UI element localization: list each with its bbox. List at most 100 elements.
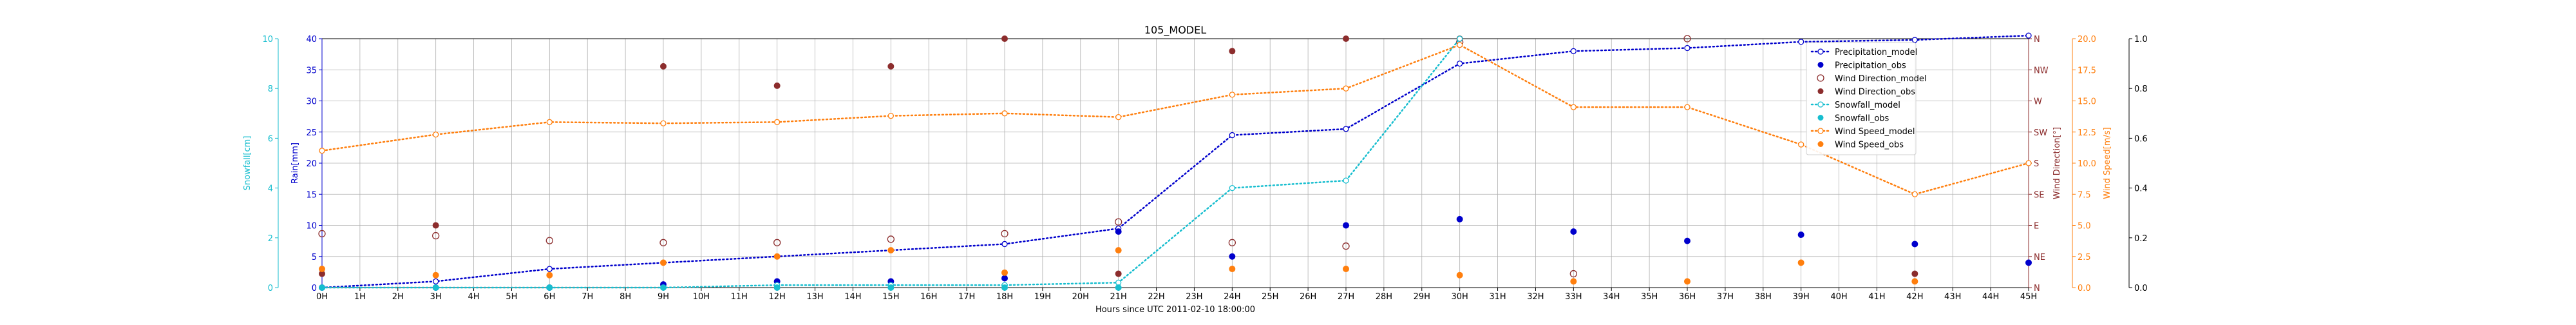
precipitation-model-point <box>433 278 439 285</box>
x-tick-label: 11H <box>731 292 748 302</box>
legend-marker-precipitation-model <box>1817 48 1824 55</box>
wind-speed-model-point <box>1343 85 1349 92</box>
wind-direction-model-point <box>659 239 667 246</box>
wind-direction-model-point <box>545 237 553 244</box>
chart-title: 105_MODEL <box>1144 24 1206 37</box>
x-tick-label: 13H <box>806 292 823 302</box>
secondary-axis-tick-label: 0.4 <box>2134 184 2148 194</box>
wind-speed-tick-label: 0.0 <box>2078 284 2091 293</box>
wind-speed-obs-point <box>887 247 895 254</box>
x-tick-label: 35H <box>1641 292 1658 302</box>
x-tick-label: 22H <box>1148 292 1164 302</box>
legend-marker-snowfall-model <box>1817 101 1824 108</box>
x-tick-label: 41H <box>1868 292 1885 302</box>
precipitation-model-line <box>321 34 2030 289</box>
x-tick-label: 12H <box>769 292 786 302</box>
wind-speed-obs-point <box>1001 269 1008 276</box>
snowfall-axis-tick-label: 0 <box>268 284 273 293</box>
x-tick-label: 36H <box>1679 292 1696 302</box>
x-tick-label: 32H <box>1527 292 1544 302</box>
wind-direction-obs-point <box>887 63 895 70</box>
wind-direction-obs-point <box>1229 48 1236 55</box>
snowfall-axis-tick-label: 4 <box>268 184 273 194</box>
wind-direction-tick-label: SE <box>2034 190 2044 200</box>
precipitation-obs-point <box>1001 275 1008 282</box>
wind-speed-model-point <box>1115 113 1122 121</box>
precipitation-obs-point <box>1684 237 1690 244</box>
wind-speed-obs-point <box>1797 259 1804 266</box>
precipitation-model-point <box>1570 48 1577 54</box>
snowfall-obs-point <box>773 284 781 291</box>
x-tick-label: 45H <box>2020 292 2037 302</box>
wind-speed-tick-label: 12.5 <box>2078 128 2096 138</box>
wind-speed-obs-point <box>1456 271 1463 279</box>
wind-speed-model-point <box>660 120 667 126</box>
snowfall-axis-tick-label: 10 <box>262 35 273 44</box>
wind-direction-tick-label: NW <box>2034 66 2049 75</box>
x-tick-label: 26H <box>1300 292 1316 302</box>
wind-speed-obs-point <box>1684 278 1690 285</box>
wind-speed-model-point <box>1570 104 1577 110</box>
precipitation-model-point <box>1911 37 1918 43</box>
wind-speed-model-point <box>1001 110 1008 117</box>
x-tick-label: 0H <box>316 292 328 302</box>
x-tick-label: 19H <box>1034 292 1051 302</box>
wind-speed-obs-point <box>319 266 325 273</box>
precipitation-obs-point <box>1570 228 1577 235</box>
wind-direction-obs-point <box>432 222 439 229</box>
wind-speed-model-point <box>1457 42 1463 48</box>
precipitation-obs-point <box>1115 228 1122 235</box>
x-tick-label: 15H <box>882 292 899 302</box>
wind-speed-model-point <box>1684 104 1690 110</box>
x-tick-label: 37H <box>1717 292 1734 302</box>
secondary-axis-tick-label: 0.2 <box>2134 234 2148 244</box>
precipitation-obs-point <box>1797 231 1804 238</box>
legend-label-snowfall-obs: Snowfall_obs <box>1835 114 1889 124</box>
snowfall-axis-tick-label: 8 <box>268 84 273 94</box>
precipitation-model-point <box>1343 126 1349 132</box>
wind-direction-obs-point <box>1343 35 1349 42</box>
x-tick-label: 8H <box>620 292 631 302</box>
x-tick-label: 9H <box>658 292 669 302</box>
wind-speed-obs-point <box>773 253 781 260</box>
legend-label-wind-speed-obs: Wind Speed_obs <box>1835 141 1904 150</box>
x-tick-label: 10H <box>693 292 710 302</box>
snowfall-obs-point <box>660 284 667 291</box>
wind-speed-obs-point <box>660 259 667 266</box>
x-tick-label: 14H <box>844 292 861 302</box>
wind-direction-tick-label: N <box>2034 35 2040 44</box>
precipitation-model-point <box>1001 241 1008 248</box>
x-tick-label: 18H <box>996 292 1013 302</box>
snowfall-obs-point <box>1001 284 1008 291</box>
x-tick-label: 16H <box>920 292 937 302</box>
rain-axis-tick-label: 15 <box>306 190 317 200</box>
rain-axis-tick-label: 40 <box>306 35 317 44</box>
x-tick-label: 43H <box>1944 292 1961 302</box>
x-tick-label: 1H <box>354 292 366 302</box>
x-tick-label: 20H <box>1072 292 1089 302</box>
wind-direction-tick-label: N <box>2034 284 2040 293</box>
legend-label-precipitation-model: Precipitation_model <box>1835 48 1917 57</box>
legend-label-snowfall-model: Snowfall_model <box>1835 101 1900 110</box>
x-tick-label: 21H <box>1110 292 1127 302</box>
rain-axis-tick-label: 5 <box>312 253 317 262</box>
wind-direction-tick-label: E <box>2034 222 2039 231</box>
x-tick-label: 5H <box>506 292 517 302</box>
wind-speed-tick-label: 7.5 <box>2078 190 2091 200</box>
wind-speed-model-point <box>546 119 553 125</box>
wind-speed-model-point <box>1798 141 1804 148</box>
wind-speed-tick-label: 10.0 <box>2078 159 2096 169</box>
wind-direction-model-point <box>1683 35 1691 43</box>
snowfall-model-point <box>1343 177 1349 184</box>
precipitation-model-point <box>1229 132 1235 139</box>
snowfall-model-point <box>1457 35 1463 42</box>
rain-axis-tick-label: 30 <box>306 97 317 107</box>
x-tick-label: 42H <box>1906 292 1923 302</box>
wind-direction-obs-point <box>1911 270 1918 277</box>
wind-speed-obs-point <box>1343 266 1349 273</box>
legend-label-wind-speed-model: Wind Speed_model <box>1835 127 1915 137</box>
x-tick-label: 28H <box>1376 292 1392 302</box>
wind-direction-tick-label: S <box>2034 159 2039 169</box>
wind-direction-tick-label: SW <box>2034 128 2047 138</box>
